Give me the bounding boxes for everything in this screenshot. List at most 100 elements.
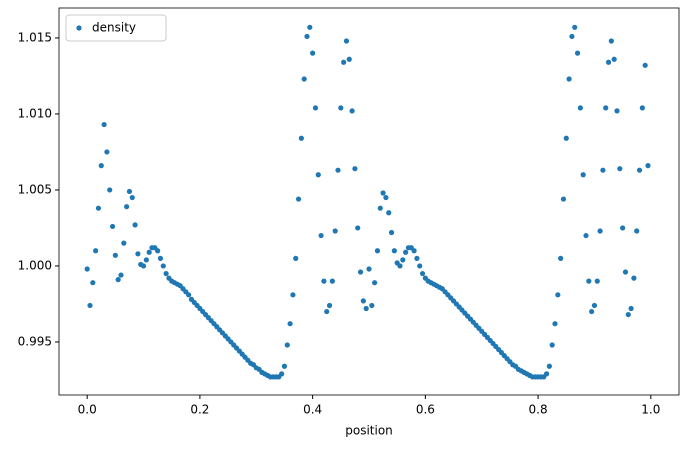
point bbox=[84, 266, 90, 272]
point bbox=[90, 280, 96, 286]
point bbox=[589, 308, 595, 315]
point bbox=[343, 38, 350, 44]
point bbox=[87, 302, 93, 309]
point bbox=[186, 292, 192, 298]
point bbox=[597, 228, 603, 234]
point bbox=[577, 105, 583, 111]
point bbox=[115, 277, 121, 283]
point bbox=[631, 275, 637, 281]
point bbox=[580, 172, 586, 178]
point bbox=[397, 263, 403, 269]
point bbox=[555, 292, 561, 298]
point bbox=[352, 166, 358, 172]
point bbox=[563, 135, 569, 141]
point bbox=[617, 166, 623, 172]
point bbox=[143, 257, 149, 263]
point bbox=[605, 59, 612, 65]
x-tick-label: 0.2 bbox=[190, 403, 209, 417]
point bbox=[287, 321, 293, 327]
point bbox=[329, 278, 335, 284]
point bbox=[124, 204, 130, 210]
point bbox=[107, 187, 113, 193]
point bbox=[290, 292, 296, 298]
point bbox=[414, 255, 420, 261]
point bbox=[363, 305, 369, 312]
point bbox=[315, 172, 321, 178]
point bbox=[549, 342, 555, 348]
y-tick-label: 1.015 bbox=[18, 30, 52, 44]
x-tick-label: 1.0 bbox=[641, 403, 660, 417]
point bbox=[636, 167, 643, 173]
point bbox=[583, 232, 589, 239]
point bbox=[546, 363, 552, 369]
legend-box bbox=[65, 14, 167, 42]
point bbox=[104, 149, 110, 155]
point bbox=[298, 135, 304, 141]
point bbox=[338, 105, 344, 111]
point bbox=[634, 228, 640, 234]
point bbox=[403, 249, 409, 255]
x-tick-label: 0.6 bbox=[416, 403, 435, 417]
point bbox=[279, 371, 285, 377]
legend-marker bbox=[76, 25, 82, 31]
plot-frame bbox=[58, 7, 680, 396]
point bbox=[369, 302, 375, 309]
point bbox=[560, 196, 567, 202]
y-tick-label: 1.005 bbox=[18, 182, 52, 196]
point bbox=[611, 56, 617, 62]
point bbox=[642, 62, 648, 68]
legend-label: density bbox=[92, 21, 136, 35]
point bbox=[293, 255, 299, 261]
point bbox=[129, 194, 135, 201]
point bbox=[569, 33, 575, 40]
point bbox=[140, 263, 147, 269]
point bbox=[281, 363, 288, 369]
point bbox=[160, 263, 166, 269]
point bbox=[419, 270, 426, 277]
point bbox=[355, 225, 361, 231]
point bbox=[372, 280, 378, 286]
point bbox=[112, 252, 118, 258]
x-tick-label: 0.4 bbox=[303, 403, 322, 417]
point bbox=[98, 163, 104, 169]
point bbox=[391, 248, 397, 254]
point bbox=[377, 205, 383, 211]
point bbox=[608, 38, 614, 44]
point bbox=[146, 249, 152, 255]
point bbox=[625, 311, 631, 318]
point bbox=[284, 342, 290, 348]
point bbox=[307, 24, 313, 30]
point bbox=[332, 228, 338, 234]
point bbox=[614, 108, 620, 114]
x-axis-label: position bbox=[345, 424, 393, 438]
point bbox=[304, 33, 310, 40]
point bbox=[310, 50, 316, 56]
point bbox=[101, 121, 107, 128]
point bbox=[341, 59, 347, 65]
point bbox=[388, 229, 395, 236]
point bbox=[400, 257, 406, 263]
point bbox=[558, 255, 564, 261]
point bbox=[312, 105, 319, 111]
y-tick-label: 1.010 bbox=[18, 106, 52, 120]
point bbox=[603, 105, 609, 111]
point bbox=[600, 167, 606, 173]
point bbox=[346, 56, 352, 62]
point bbox=[594, 278, 600, 284]
point bbox=[360, 298, 366, 304]
point bbox=[157, 255, 164, 261]
point bbox=[622, 269, 629, 275]
point bbox=[357, 269, 364, 275]
point bbox=[574, 50, 581, 56]
point bbox=[318, 232, 324, 239]
y-tick-label: 1.000 bbox=[18, 258, 52, 272]
point bbox=[301, 76, 307, 82]
point bbox=[628, 305, 634, 312]
point bbox=[324, 308, 330, 315]
point bbox=[543, 371, 550, 377]
point bbox=[645, 163, 651, 169]
point bbox=[620, 225, 626, 231]
point bbox=[109, 223, 116, 230]
point bbox=[586, 278, 592, 284]
